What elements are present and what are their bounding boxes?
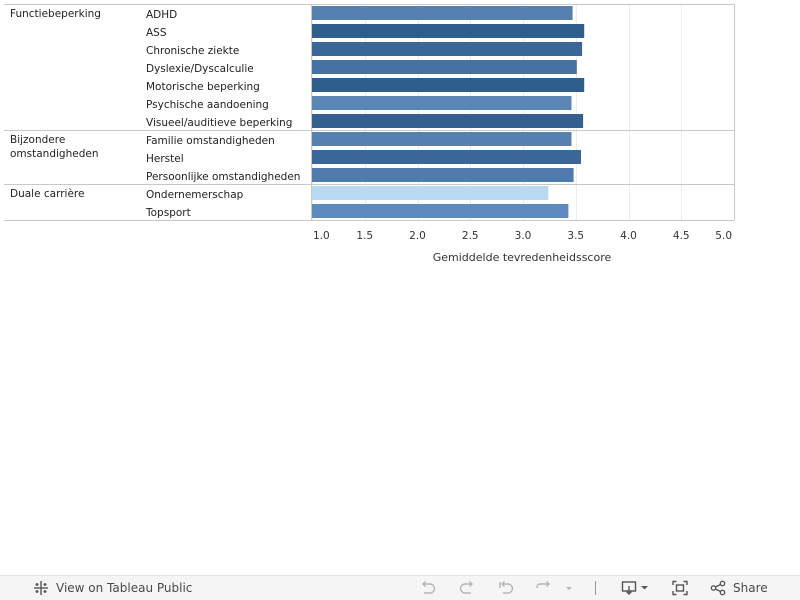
category-labels: ADHD ASS Chronische ziekte Dyslexie/Dyscalc…	[145, 9, 300, 219]
category-label: Dyslexie/Dyscalculie	[146, 63, 254, 75]
group-label: Duale carrière	[10, 188, 84, 200]
revert-button[interactable]	[497, 576, 515, 600]
group-labels: Functiebeperking Bijzondere omstandigheden…	[10, 8, 101, 200]
bar-chart: Functiebeperking Bijzondere omstandigheden…	[4, 4, 735, 264]
category-label: Ondernemerschap	[146, 189, 244, 201]
undo-icon	[419, 580, 437, 596]
view-on-tableau-link[interactable]: View on Tableau Public	[33, 576, 192, 600]
x-tick-label: 3.5	[567, 230, 584, 242]
category-label: ADHD	[146, 9, 177, 21]
x-tick-label: 2.0	[409, 230, 426, 242]
category-label: Persoonlijke omstandigheden	[146, 171, 300, 183]
tableau-logo-icon	[33, 580, 49, 596]
category-label: Topsport	[145, 207, 191, 219]
refresh-menu-toggle[interactable]	[565, 576, 573, 600]
share-icon	[710, 580, 726, 596]
refresh-button[interactable]	[535, 576, 553, 600]
bar	[312, 132, 572, 146]
share-label: Share	[733, 581, 768, 595]
bar	[312, 60, 577, 74]
category-label: Psychische aandoening	[146, 99, 269, 111]
chevron-down-icon	[565, 580, 573, 596]
toolbar-divider	[595, 581, 596, 595]
bar	[312, 204, 569, 218]
tableau-toolbar: View on Tableau Public	[0, 575, 800, 600]
bar	[312, 42, 583, 56]
download-icon	[621, 580, 651, 596]
category-label: Motorische beperking	[146, 81, 260, 93]
group-label-line: Duale carrière	[10, 188, 84, 200]
redo-button[interactable]	[458, 576, 476, 600]
category-label: Familie omstandigheden	[146, 135, 275, 147]
category-label: Herstel	[146, 153, 184, 165]
undo-button[interactable]	[419, 576, 437, 600]
bar	[312, 114, 584, 128]
x-axis-ticks: 1.0 1.5 2.0 2.5 3.0 3.5 4.0 4.5 5.0	[313, 230, 732, 242]
x-tick-label: 4.0	[620, 230, 637, 242]
group-label-line: omstandigheden	[10, 148, 98, 160]
revert-icon	[497, 580, 515, 596]
group-label: Bijzondere omstandigheden	[10, 134, 98, 160]
category-label: Visueel/auditieve beperking	[146, 117, 292, 129]
redo-icon	[458, 580, 476, 596]
x-tick-label: 5.0	[715, 230, 732, 242]
bar	[312, 150, 581, 164]
x-tick-label: 1.5	[356, 230, 373, 242]
bar	[312, 168, 574, 182]
share-button[interactable]: Share	[710, 576, 768, 600]
category-label: Chronische ziekte	[146, 45, 239, 57]
x-axis-title: Gemiddelde tevredenheidsscore	[433, 251, 612, 264]
bar	[312, 78, 585, 92]
bar	[312, 96, 572, 110]
group-label: Functiebeperking	[10, 8, 101, 20]
bar	[312, 186, 549, 200]
x-tick-label: 3.0	[515, 230, 532, 242]
view-on-tableau-label: View on Tableau Public	[56, 581, 193, 595]
bar	[312, 24, 585, 38]
fullscreen-button[interactable]	[671, 576, 689, 600]
bar	[312, 6, 573, 20]
group-label-line: Bijzondere	[10, 134, 65, 146]
x-tick-label: 4.5	[673, 230, 690, 242]
category-label: ASS	[146, 27, 167, 39]
x-tick-label: 2.5	[462, 230, 479, 242]
chart-frame	[4, 4, 735, 221]
download-button[interactable]	[621, 576, 651, 600]
fullscreen-icon	[671, 580, 689, 596]
x-tick-label: 1.0	[313, 230, 330, 242]
refresh-icon	[535, 580, 553, 596]
group-label-line: Functiebeperking	[10, 8, 101, 20]
bars	[312, 6, 585, 218]
